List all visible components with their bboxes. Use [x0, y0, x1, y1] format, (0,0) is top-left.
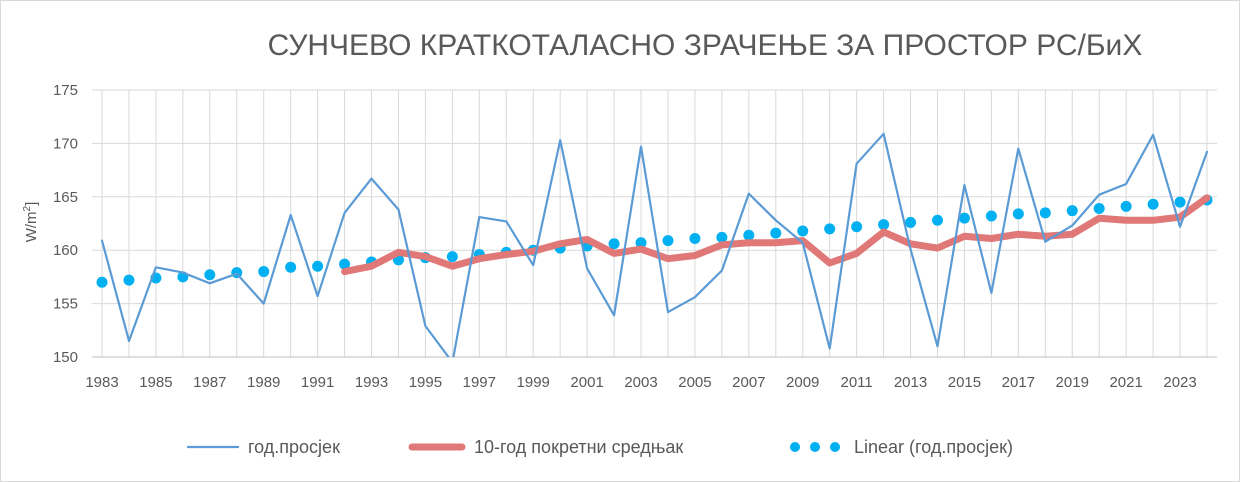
legend-swatch-dot — [790, 442, 800, 452]
trend-point — [797, 225, 809, 237]
x-tick-label: 1983 — [85, 374, 118, 391]
y-axis-label-bracket: ] — [23, 202, 40, 206]
trend-point — [716, 231, 728, 243]
trend-point — [1174, 196, 1186, 208]
legend-swatch-dot — [830, 442, 840, 452]
trend-point — [1012, 208, 1024, 220]
trend-point — [339, 258, 351, 270]
trend-point — [96, 276, 108, 288]
trend-point — [958, 212, 970, 224]
x-tick-label: 1989 — [247, 374, 280, 391]
x-tick-label: 1991 — [301, 374, 334, 391]
x-tick-label: 2015 — [948, 374, 981, 391]
y-axis-label-text: W/m — [23, 211, 40, 242]
y-tick-label: 160 — [53, 242, 78, 259]
trend-point — [743, 229, 755, 241]
trend-point — [204, 269, 216, 281]
y-tick-label: 150 — [53, 349, 78, 366]
y-tick-label: 170 — [53, 135, 78, 152]
x-tick-label: 2009 — [786, 374, 819, 391]
y-axis-label: W/m2] — [22, 202, 40, 243]
gridlines — [92, 89, 1217, 358]
x-tick-label: 2003 — [624, 374, 657, 391]
trend-point — [312, 260, 324, 272]
x-tick-label: 1987 — [193, 374, 226, 391]
x-tick-label: 2013 — [894, 374, 927, 391]
trend-point — [123, 274, 135, 286]
trend-point — [985, 210, 997, 222]
trend-point — [662, 235, 674, 247]
y-tick-label: 155 — [53, 296, 78, 313]
series-moving-average-line — [341, 194, 1211, 276]
x-tick-label: 1999 — [517, 374, 550, 391]
x-tick-label: 2001 — [570, 374, 603, 391]
x-tick-label: 1997 — [463, 374, 496, 391]
x-tick-label: 2017 — [1002, 374, 1035, 391]
x-tick-label: 2005 — [678, 374, 711, 391]
x-tick-label: 2011 — [841, 374, 873, 391]
trend-point — [1120, 200, 1132, 212]
series-group — [96, 132, 1213, 357]
y-tick-label: 175 — [53, 82, 78, 99]
x-tick-label: 1985 — [139, 374, 172, 391]
trend-point — [878, 219, 890, 231]
legend-label: 10-год покретни средњак — [474, 437, 683, 457]
x-tick-label: 1993 — [355, 374, 388, 391]
legend-item: год.просјек — [186, 437, 340, 457]
trend-point — [1066, 205, 1078, 217]
trend-point — [635, 237, 647, 249]
x-tick-label: 2007 — [732, 374, 765, 391]
legend-label: год.просјек — [248, 437, 340, 457]
x-tick-labels: 1983 1985 1987 1989 1991 1993 1995 1997 1999 2001… — [85, 374, 1196, 391]
trend-point — [1093, 203, 1105, 215]
x-tick-label: 2019 — [1056, 374, 1089, 391]
legend-label: Linear (год.просјек) — [854, 437, 1013, 457]
trend-point — [931, 214, 943, 226]
series-annual-mean-line — [100, 132, 1209, 357]
x-tick-label: 1995 — [409, 374, 442, 391]
legend: год.просјек 10-год покретни средњак Linear… — [186, 437, 1013, 457]
y-tick-labels: 150 155 160 165 170 175 — [53, 82, 78, 366]
y-tick-label: 165 — [53, 189, 78, 206]
x-tick-label: 2023 — [1163, 374, 1196, 391]
legend-swatch-dot — [810, 442, 820, 452]
chart-title: СУНЧЕВО КРАТКОТАЛАСНО ЗРАЧЕЊЕ ЗА ПРОСТОР… — [268, 29, 1143, 62]
trend-point — [851, 221, 863, 233]
trend-point — [285, 261, 297, 273]
trend-point — [689, 232, 701, 244]
trend-point — [446, 251, 458, 263]
legend-item: 10-год покретни средњак — [408, 437, 683, 457]
y-axis-label-superscript: 2 — [22, 205, 33, 211]
trend-point — [824, 223, 836, 235]
trend-point — [608, 238, 620, 250]
trend-point — [1039, 207, 1051, 219]
x-tick-label: 2021 — [1109, 374, 1142, 391]
trend-point — [258, 266, 270, 278]
legend-item: Linear (год.просјек) — [790, 437, 1013, 457]
trend-point — [905, 216, 917, 228]
trend-point — [1147, 198, 1159, 210]
trend-point — [770, 227, 782, 239]
